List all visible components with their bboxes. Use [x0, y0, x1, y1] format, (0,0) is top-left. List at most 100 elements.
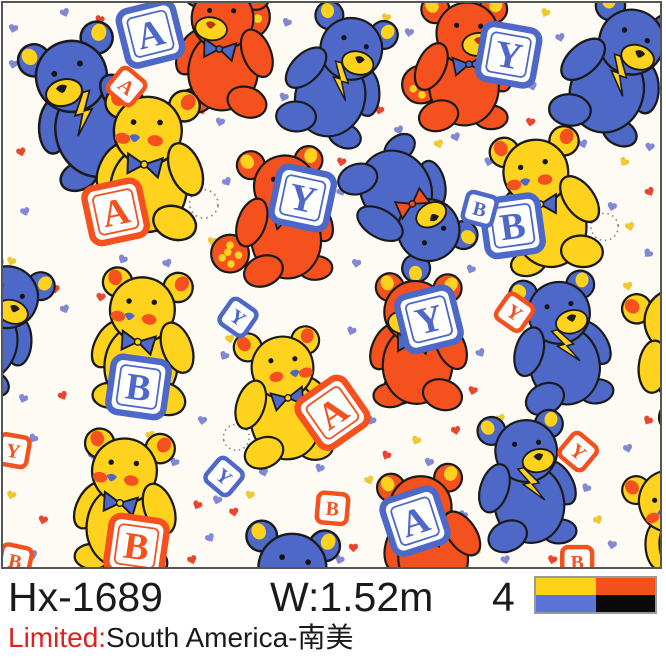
- alphabet-block-Y: Y: [493, 291, 536, 334]
- heart-icon: [466, 264, 476, 274]
- heart-icon: [607, 540, 617, 550]
- svg-text:B: B: [123, 365, 154, 410]
- product-code: Hx-1689: [8, 574, 163, 620]
- alphabet-block-A: A: [294, 374, 371, 451]
- swatch-cell-yellow: [536, 578, 596, 595]
- heart-icon: [352, 258, 362, 268]
- heart-icon: [7, 490, 17, 500]
- alphabet-block-B: B: [314, 490, 351, 527]
- heart-icon: [170, 457, 180, 467]
- heart-icon: [433, 139, 443, 149]
- alphabet-block-Y: Y: [203, 455, 245, 498]
- heart-icon: [220, 351, 230, 360]
- heart-icon: [335, 555, 345, 564]
- heart-icon: [162, 258, 172, 268]
- svg-text:B: B: [571, 552, 584, 567]
- fabric-width: W:1.52m: [270, 574, 434, 620]
- heart-icon: [555, 33, 565, 42]
- heart-icon: [468, 386, 478, 395]
- heart-icon: [394, 125, 404, 135]
- heart-icon: [475, 348, 485, 357]
- heart-icon: [258, 467, 268, 477]
- heart-icon: [382, 450, 392, 460]
- alphabet-block-A: A: [379, 485, 451, 557]
- swatch-cell-blue: [536, 595, 596, 612]
- svg-text:B: B: [6, 550, 24, 567]
- heart-icon: [644, 415, 654, 425]
- heart-icon: [578, 139, 588, 149]
- heart-icon: [381, 13, 392, 23]
- teddy-bear-blue: [547, 3, 660, 148]
- heart-icon: [29, 433, 39, 443]
- teddy-bear-blue: [245, 519, 342, 567]
- heart-icon: [315, 463, 325, 473]
- alphabet-block-A: A: [81, 177, 151, 247]
- heart-icon: [500, 555, 510, 565]
- teddy-bear-yellow: [95, 86, 219, 242]
- limited-label: Limited:: [8, 622, 107, 653]
- alphabet-block-Y: Y: [268, 163, 338, 233]
- heart-icon: [644, 248, 654, 257]
- svg-text:B: B: [325, 498, 340, 521]
- heart-icon: [20, 207, 30, 216]
- label-row: Hx-1689 W:1.52m 4: [0, 575, 666, 619]
- heart-icon: [38, 515, 49, 525]
- heart-icon: [187, 555, 197, 564]
- heart-icon: [225, 334, 235, 344]
- alphabet-block-B: B: [560, 544, 595, 567]
- heart-icon: [213, 495, 223, 505]
- heart-icon: [404, 28, 414, 37]
- alphabet-block-B: B: [105, 353, 172, 421]
- teddy-bear-yellow: [621, 469, 660, 567]
- heart-icon: [364, 475, 374, 485]
- heart-icon: [59, 8, 69, 17]
- teddy-bear-blue: [275, 3, 399, 150]
- heart-icon: [19, 394, 29, 403]
- heart-icon: [193, 500, 203, 510]
- alphabet-block-Y: Y: [394, 284, 464, 355]
- heart-icon: [8, 60, 19, 69]
- alphabet-block-Y: Y: [217, 296, 259, 339]
- heart-icon: [118, 254, 128, 264]
- teddy-bear-blue: [3, 246, 56, 398]
- teddy-bear-blue: [337, 132, 479, 284]
- heart-icon: [282, 17, 292, 27]
- heart-icon: [279, 92, 289, 102]
- heart-icon: [204, 533, 214, 542]
- heart-icon: [197, 416, 208, 425]
- heart-icon: [607, 202, 617, 211]
- colorway-count: 4: [492, 574, 515, 620]
- alphabet-block-Y: Y: [557, 430, 600, 473]
- alphabet-block-B: B: [103, 512, 170, 567]
- heart-icon: [245, 490, 255, 500]
- alphabet-block-Y: Y: [474, 20, 543, 89]
- svg-text:B: B: [470, 197, 489, 222]
- heart-icon: [229, 507, 239, 517]
- heart-icon: [57, 390, 67, 400]
- heart-icon: [582, 483, 592, 493]
- heart-icon: [624, 222, 635, 231]
- heart-icon: [623, 281, 633, 291]
- svg-text:Y: Y: [4, 439, 22, 463]
- teddy-bear-blue: [476, 408, 578, 554]
- heart-icon: [592, 515, 602, 525]
- heart-icon: [644, 186, 654, 196]
- limited-row: Limited:South America-南美: [8, 622, 353, 654]
- heart-icon: [548, 555, 558, 565]
- heart-icon: [221, 176, 231, 186]
- alphabet-block-B: B: [479, 192, 546, 260]
- heart-icon: [541, 7, 551, 17]
- heart-icon: [215, 117, 226, 127]
- alphabet-block-Y: Y: [3, 432, 32, 470]
- heart-icon: [622, 443, 633, 453]
- teddy-bear-yellow: [620, 287, 660, 432]
- heart-icon: [412, 435, 422, 445]
- svg-text:B: B: [121, 524, 152, 567]
- heart-icon: [337, 157, 347, 167]
- heart-icon: [424, 457, 435, 467]
- heart-icon: [645, 142, 655, 152]
- alphabet-block-B: B: [3, 542, 35, 567]
